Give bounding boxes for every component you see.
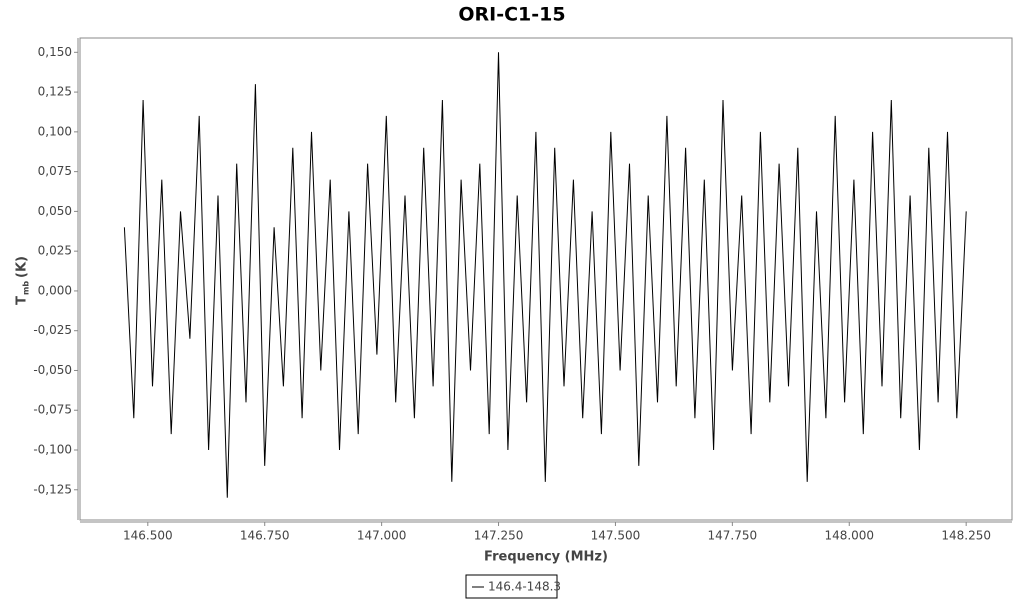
y-tick-label: -0,025 bbox=[33, 323, 72, 337]
x-tick-label: 146.500 bbox=[123, 529, 173, 543]
y-tick-label: 0,050 bbox=[38, 204, 72, 218]
x-tick-label: 147.000 bbox=[357, 529, 407, 543]
x-tick-label: 146.750 bbox=[240, 529, 290, 543]
y-title-unit: (K) bbox=[15, 256, 30, 278]
y-tick-label: 0,100 bbox=[38, 124, 72, 138]
legend: 146.4-148.3 bbox=[465, 574, 561, 599]
y-tick-label: -0,050 bbox=[33, 363, 72, 377]
y-title-sub: mb bbox=[22, 281, 31, 295]
x-tick-label: 147.750 bbox=[708, 529, 758, 543]
y-tick-label: 0,000 bbox=[38, 283, 72, 297]
legend-box bbox=[465, 574, 558, 599]
x-tick-label: 147.250 bbox=[474, 529, 524, 543]
y-tick-label: 0,150 bbox=[38, 45, 72, 59]
spectrum-line bbox=[123, 52, 967, 498]
y-title-main: T bbox=[15, 296, 30, 305]
chart-title: ORI-C1-15 bbox=[458, 4, 565, 26]
x-tick-label: 148.000 bbox=[824, 529, 874, 543]
legend-label: 146.4-148.3 bbox=[488, 580, 561, 594]
y-tick-label: -0,075 bbox=[33, 403, 72, 417]
x-tick-label: 148.250 bbox=[941, 529, 991, 543]
y-tick-label: 0,075 bbox=[38, 164, 72, 178]
y-tick-label: 0,025 bbox=[38, 244, 72, 258]
y-tick-label: -0,125 bbox=[33, 482, 72, 496]
x-tick-label: 147.500 bbox=[591, 529, 641, 543]
y-axis-title: T mb (K) bbox=[15, 256, 31, 305]
y-tick-label: -0,100 bbox=[33, 443, 72, 457]
x-axis-title: Frequency (MHz) bbox=[484, 550, 608, 565]
y-tick-label: 0,125 bbox=[38, 85, 72, 99]
